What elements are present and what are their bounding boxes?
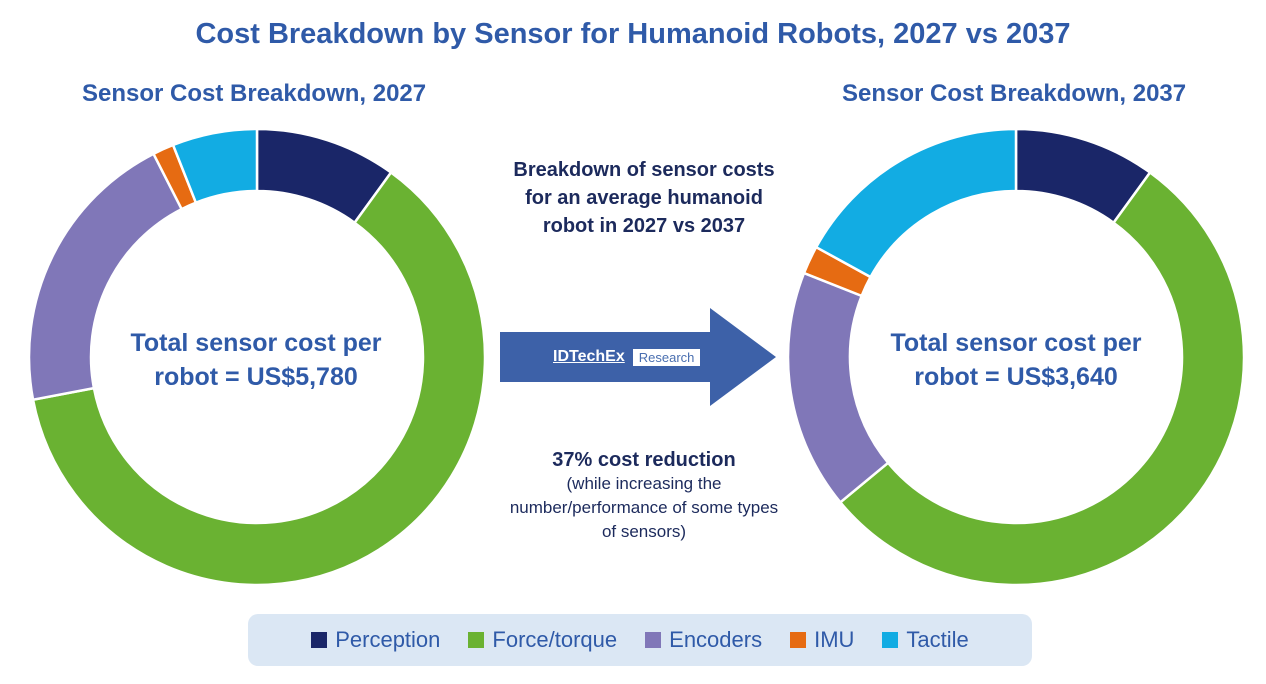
cost-reduction-note: 37% cost reduction (while increasing the… [502, 448, 786, 544]
subtitle-2027: Sensor Cost Breakdown, 2027 [82, 80, 427, 107]
slice-force-torque [31, 170, 487, 587]
slice-force-torque [838, 170, 1246, 587]
legend-swatch-imu [790, 632, 807, 648]
legend-swatch-tactile [882, 632, 899, 648]
chart-title: Cost Breakdown by Sensor for Humanoid Ro… [195, 18, 1071, 50]
slice-tactile [814, 127, 1018, 279]
slice-tactile [171, 127, 259, 205]
total-cost-2027: Total sensor cost per robot = US$5,780 [130, 329, 382, 391]
legend: Perception Force/torque Encoders IMU Tac… [248, 614, 1032, 666]
legend-item-tactile: Tactile [882, 627, 969, 653]
legend-label-tactile: Tactile [906, 627, 969, 652]
total-cost-2037: Total sensor cost per robot = US$3,640 [890, 329, 1142, 391]
logo-brand: IDTechEx [553, 348, 625, 365]
legend-label-perception: Perception [335, 627, 441, 652]
cost-reduction-body: (while increasing the number/performance… [509, 474, 779, 541]
idtechex-logo: IDTechEx Research [553, 346, 701, 368]
subtitle-2037: Sensor Cost Breakdown, 2037 [842, 80, 1187, 107]
legend-swatch-perception [311, 632, 328, 648]
cost-reduction-head: 37% cost reduction [552, 449, 736, 471]
legend-item-imu: IMU [790, 627, 854, 653]
legend-label-force-torque: Force/torque [492, 627, 618, 652]
legend-label-imu: IMU [814, 627, 855, 652]
legend-item-encoders: Encoders [645, 627, 762, 653]
legend-label-encoders: Encoders [669, 627, 763, 652]
breakdown-description: Breakdown of sensor costs for an average… [513, 159, 775, 237]
legend-swatch-encoders [645, 632, 662, 648]
legend-item-perception: Perception [311, 627, 440, 653]
legend-item-force-torque: Force/torque [468, 627, 617, 653]
logo-tag: Research [632, 348, 701, 366]
legend-swatch-force-torque [468, 632, 485, 648]
